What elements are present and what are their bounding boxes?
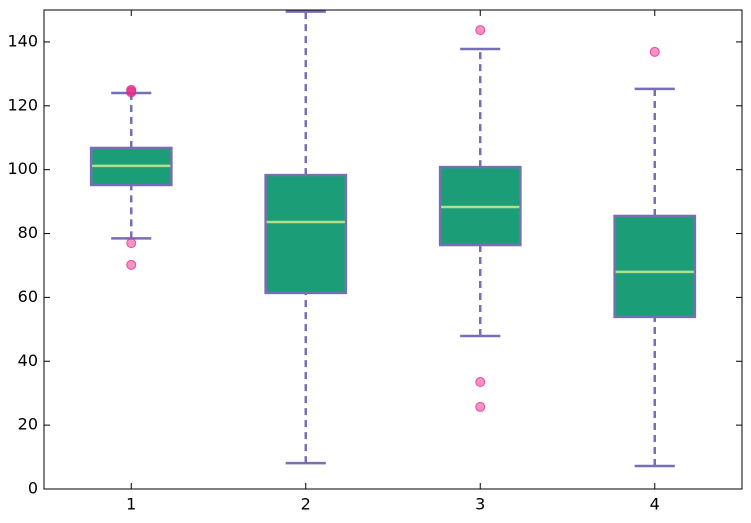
y-tick-label: 120 (7, 95, 38, 114)
flier (126, 259, 137, 270)
flier (475, 377, 486, 388)
x-tick-label: 3 (475, 495, 485, 514)
box (613, 214, 697, 319)
y-tick-label: 0 (28, 479, 38, 498)
y-tick-label: 140 (7, 31, 38, 50)
plot-frame (43, 9, 743, 490)
y-tick-label: 40 (18, 351, 38, 370)
flier (649, 46, 660, 57)
y-tick-label: 100 (7, 159, 38, 178)
flier (126, 238, 137, 249)
x-tick-label: 4 (650, 495, 660, 514)
y-tick-label: 80 (18, 223, 38, 242)
y-tick-label: 20 (18, 415, 38, 434)
box (264, 173, 348, 295)
x-tick-label: 2 (301, 495, 311, 514)
x-tick-label: 1 (126, 495, 136, 514)
flier (126, 84, 137, 95)
flier (475, 25, 486, 36)
flier (475, 401, 486, 412)
y-tick-label: 60 (18, 287, 38, 306)
